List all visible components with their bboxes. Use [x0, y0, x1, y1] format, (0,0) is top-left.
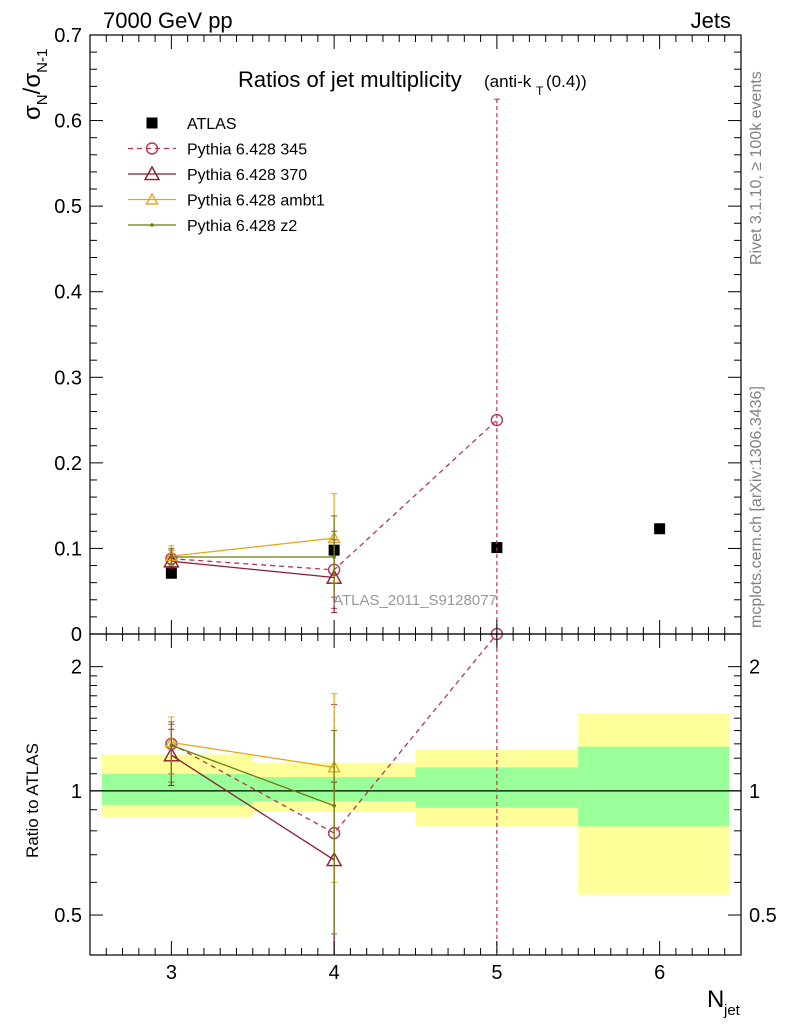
main-y-tick-label: 0.2	[54, 453, 82, 475]
ratio-y-tick-label-right: 0.5	[749, 905, 777, 927]
legend-label: Pythia 6.428 ambt1	[187, 193, 325, 210]
series-line	[171, 744, 335, 807]
series-pythia-6-428-z2	[168, 721, 338, 935]
marker-dot	[150, 223, 154, 227]
x-axis-label: N jet	[707, 986, 741, 1019]
series-line	[171, 560, 335, 579]
series-line	[171, 537, 335, 557]
marker-square	[146, 117, 158, 129]
ratio-y-tick-label: 2	[71, 657, 82, 679]
ylabel-sub2: N-1	[34, 49, 51, 73]
marker-dot	[332, 555, 336, 559]
series-pythia-6-428-370	[163, 539, 343, 614]
ratio-band-green	[415, 767, 579, 808]
marker-dot	[332, 803, 336, 808]
x-tick-label: 5	[491, 962, 502, 984]
mcplots-label: mcplots.cern.ch [arXiv:1306.3436]	[748, 386, 765, 628]
main-y-tick-label: 0	[71, 624, 82, 646]
header-right-label: Jets	[691, 8, 731, 33]
analysis-watermark: ATLAS_2011_S9128077	[333, 592, 497, 609]
series-line	[171, 754, 335, 861]
rivet-version-label: Rivet 3.1.10, ≥ 100k events	[748, 71, 765, 265]
marker-triangle	[143, 165, 161, 181]
main-y-tick-label: 0.1	[54, 538, 82, 560]
plot-title-sub-T: T	[536, 84, 544, 98]
ratio-y-tick-label-right: 2	[749, 657, 760, 679]
marker-square	[654, 523, 666, 535]
x-tick-label: 6	[654, 962, 665, 984]
xlabel-sub: jet	[723, 1002, 741, 1019]
ratio-y-axis-label: Ratio to ATLAS	[23, 743, 42, 858]
legend-label: ATLAS	[187, 116, 237, 133]
legend-entry: ATLAS	[146, 116, 237, 133]
legend-label: Pythia 6.428 345	[187, 142, 307, 159]
ylabel-sigma: σ	[19, 105, 46, 120]
plot-title: Ratios of jet multiplicity (anti-k T (0.…	[238, 67, 587, 98]
plot-title-sub: (anti-k	[484, 72, 532, 91]
header-left-label: 7000 GeV pp	[103, 8, 233, 33]
main-y-tick-label: 0.4	[54, 282, 82, 304]
plot-title-main: Ratios of jet multiplicity	[238, 67, 462, 92]
legend-entry: Pythia 6.428 345	[128, 142, 307, 159]
legend-label: Pythia 6.428 z2	[187, 218, 297, 235]
main-y-tick-label: 0.7	[54, 25, 82, 47]
x-tick-label: 4	[329, 962, 340, 984]
ratio-y-tick-label-right: 1	[749, 781, 760, 803]
marker-dot	[169, 555, 174, 559]
legend-entry: Pythia 6.428 z2	[128, 218, 297, 235]
ratio-band-green	[578, 746, 729, 827]
ylabel-sub1: N	[34, 94, 51, 105]
main-y-axis-label: σN/σN-1	[19, 49, 51, 120]
ylabel-slash: /σ	[19, 73, 46, 95]
ratio-y-tick-label: 0.5	[54, 905, 82, 927]
x-tick-label: 3	[166, 962, 177, 984]
main-y-tick-label: 0.6	[54, 111, 82, 133]
xlabel-main: N	[707, 986, 724, 1013]
plot-title-sub-end: (0.4))	[546, 72, 587, 91]
marker-square	[165, 567, 177, 579]
legend-label: Pythia 6.428 370	[187, 167, 307, 184]
legend-entry: Pythia 6.428 370	[128, 165, 307, 184]
marker-circle	[490, 413, 504, 427]
series-layer	[163, 98, 666, 956]
legend-entry: Pythia 6.428 ambt1	[128, 193, 325, 210]
svg-text:σN/σN-1: σN/σN-1	[19, 49, 51, 120]
axes-layer: 0 0.1 0.2 0.3 0.4 0.5 0.6 0.7 3 4 5 6 0.5 0.5 1 1 2 2	[54, 25, 777, 984]
marker-triangle	[145, 192, 159, 205]
marker-circle	[145, 142, 159, 155]
legend: ATLAS Pythia 6.428 345 Pythia 6.428 370 Pyt…	[128, 116, 325, 235]
main-y-tick-label: 0.3	[54, 367, 82, 389]
main-y-tick-label: 0.5	[54, 196, 82, 218]
ratio-y-tick-label: 1	[71, 781, 82, 803]
ratio-band-green	[102, 773, 253, 805]
series-pythia-6-428-z2	[168, 515, 338, 598]
series-atlas	[165, 523, 666, 579]
ratio-uncertainty-bands	[102, 713, 729, 895]
series-line	[171, 741, 335, 769]
marker-dot	[169, 743, 174, 748]
